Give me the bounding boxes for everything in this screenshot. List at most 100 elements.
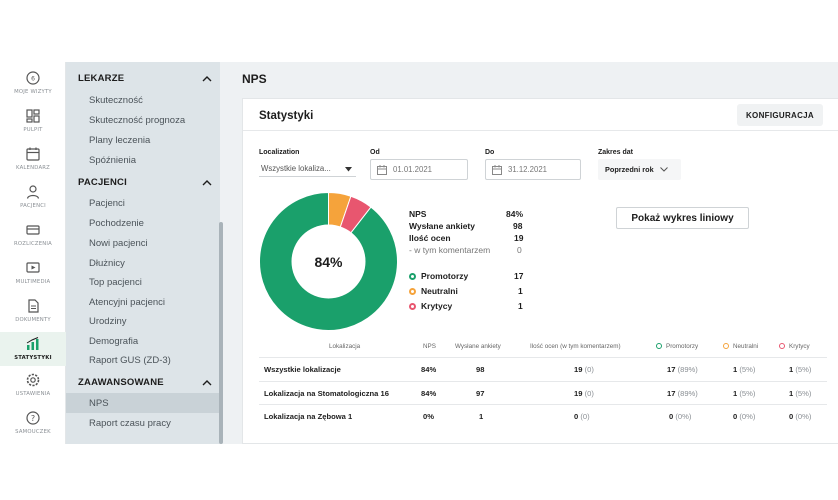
cell-sent: 97: [476, 389, 485, 398]
gear-icon: [26, 373, 40, 387]
critics-pct: (5%): [795, 389, 812, 398]
help-icon: ?: [26, 411, 40, 425]
cell-neutrals: 1 (5%): [733, 389, 755, 398]
submenu-item[interactable]: Raport czasu pracy: [89, 418, 171, 429]
submenu-scrollbar[interactable]: [219, 222, 223, 444]
neutrals-count: 1: [733, 365, 738, 374]
submenu-item[interactable]: Skuteczność prognoza: [89, 115, 186, 126]
comments-count: (0): [580, 412, 590, 421]
rail-label: STATYSTYKI: [14, 355, 52, 361]
chevron-down-icon: [660, 167, 668, 172]
app-window: 6 MOJE WIZYTY PULPIT KALENDARZ PACJENCI …: [0, 62, 838, 444]
cell-ratings: 19 (0): [574, 365, 594, 374]
donut-hole: [291, 224, 366, 299]
localization-value: Wszystkie lokaliza...: [261, 164, 331, 173]
column-header-nps: NPS: [423, 343, 436, 350]
rail-label: MOJE WIZYTY: [14, 89, 52, 95]
rail-label: KALENDARZ: [16, 165, 50, 171]
critics-label: Krytycy: [421, 301, 453, 311]
comments-value: 0: [517, 245, 522, 255]
calendar-icon: [377, 164, 387, 175]
date-range-select[interactable]: Poprzedni rok: [598, 159, 681, 180]
cell-sent: 98: [476, 365, 485, 374]
localization-select[interactable]: Wszystkie lokaliza...: [259, 161, 356, 177]
statistics-submenu: LEKARZE Skuteczność Skuteczność prognoza…: [66, 62, 220, 444]
promoters-label: Promotorzy: [421, 271, 469, 281]
cell-promoters: 17 (89%): [667, 365, 698, 374]
critics-count: 0: [789, 412, 794, 421]
configuration-button[interactable]: KONFIGURACJA: [737, 104, 823, 126]
cell-location: Lokalizacja na Zębowa 1: [264, 412, 353, 421]
show-line-chart-button[interactable]: Pokaż wykres liniowy: [616, 207, 749, 229]
submenu-item[interactable]: Demografia: [89, 336, 139, 347]
row-divider: [259, 357, 827, 358]
rail-item-patients[interactable]: PACJENCI: [0, 184, 66, 222]
promoters-count: 17: [667, 389, 676, 398]
critics-pct: (0%): [795, 412, 812, 421]
neutrals-pct: (5%): [739, 389, 756, 398]
cell-neutrals: 0 (0%): [733, 412, 755, 421]
comments-label: - w tym komentarzem: [409, 245, 491, 255]
column-header-promoters: Promotorzy: [656, 343, 698, 350]
document-icon: [28, 299, 39, 313]
to-label: Do: [485, 149, 495, 156]
rail-item-tutorial[interactable]: ? SAMOUCZEK: [0, 410, 66, 444]
donut-svg: [259, 191, 398, 331]
submenu-item-nps[interactable]: NPS: [89, 398, 109, 409]
rail-label: DOKUMENTY: [15, 317, 51, 323]
submenu-item[interactable]: Dłużnicy: [89, 258, 125, 269]
chevron-up-icon: [202, 75, 212, 81]
column-header-ratings: Ilość ocen (w tym komentarzem): [530, 343, 621, 350]
submenu-item[interactable]: Top pacjenci: [89, 277, 142, 288]
section-header-advanced[interactable]: ZAAWANSOWANE: [78, 375, 212, 389]
submenu-item[interactable]: Plany leczenia: [89, 135, 151, 146]
cell-nps: 0%: [423, 412, 434, 421]
ratings-count: 0: [574, 412, 579, 421]
rail-item-statistics[interactable]: STATYSTYKI: [0, 332, 66, 366]
section-title: ZAAWANSOWANE: [78, 376, 164, 388]
to-date-input[interactable]: 31.12.2021: [485, 159, 581, 180]
date-range-value: Poprzedni rok: [605, 165, 654, 174]
rail-item-billing[interactable]: ROZLICZENIA: [0, 222, 66, 260]
top-background: [0, 0, 838, 62]
neutrals-value: 1: [518, 286, 523, 296]
rail-item-settings[interactable]: USTAWIENIA: [0, 372, 66, 410]
section-header-patients[interactable]: PACJENCI: [78, 175, 212, 189]
rail-label: MULTIMEDIA: [15, 279, 51, 285]
promoters-value: 17: [514, 271, 524, 281]
rail-item-documents[interactable]: DOKUMENTY: [0, 298, 66, 336]
rail-item-my-visits[interactable]: 6 MOJE WIZYTY: [0, 70, 66, 108]
nps-value: 84%: [506, 209, 524, 219]
submenu-item[interactable]: Atencyjni pacjenci: [89, 297, 166, 308]
rail-item-dashboard[interactable]: PULPIT: [0, 108, 66, 146]
section-header-doctors[interactable]: LEKARZE: [78, 71, 212, 85]
sent-surveys-value: 98: [513, 221, 523, 231]
section-title: PACJENCI: [78, 176, 127, 188]
rail-item-multimedia[interactable]: MULTIMEDIA: [0, 260, 66, 298]
neutrals-label: Neutralni: [421, 286, 458, 296]
submenu-item[interactable]: Urodziny: [89, 316, 127, 327]
cell-ratings: 0 (0): [574, 412, 590, 421]
to-date-value: 31.12.2021: [508, 165, 548, 174]
cell-critics: 1 (5%): [789, 365, 811, 374]
submenu-item[interactable]: Pochodzenie: [89, 218, 144, 229]
cell-critics: 1 (5%): [789, 389, 811, 398]
neutrals-pct: (5%): [739, 365, 756, 374]
rail-item-calendar[interactable]: KALENDARZ: [0, 146, 66, 184]
bottom-background: [0, 444, 838, 500]
promoters-pct: (0%): [675, 412, 692, 421]
submenu-item[interactable]: Spóźnienia: [89, 155, 137, 166]
cell-nps: 84%: [421, 365, 437, 374]
submenu-item[interactable]: Nowi pacjenci: [89, 238, 148, 249]
from-date-input[interactable]: 01.01.2021: [370, 159, 468, 180]
chevron-up-icon: [202, 179, 212, 185]
submenu-item[interactable]: Skuteczność: [89, 95, 143, 106]
card-title: Statystyki: [259, 110, 314, 122]
submenu-item[interactable]: Raport GUS (ZD-3): [89, 355, 171, 366]
submenu-item[interactable]: Pacjenci: [89, 198, 125, 209]
rail-label: ROZLICZENIA: [13, 241, 52, 247]
chevron-up-icon: [202, 379, 212, 385]
critics-pct: (5%): [795, 365, 812, 374]
cell-location: Lokalizacja na Stomatologiczna 16: [264, 389, 389, 398]
dashboard-icon: [26, 109, 40, 123]
